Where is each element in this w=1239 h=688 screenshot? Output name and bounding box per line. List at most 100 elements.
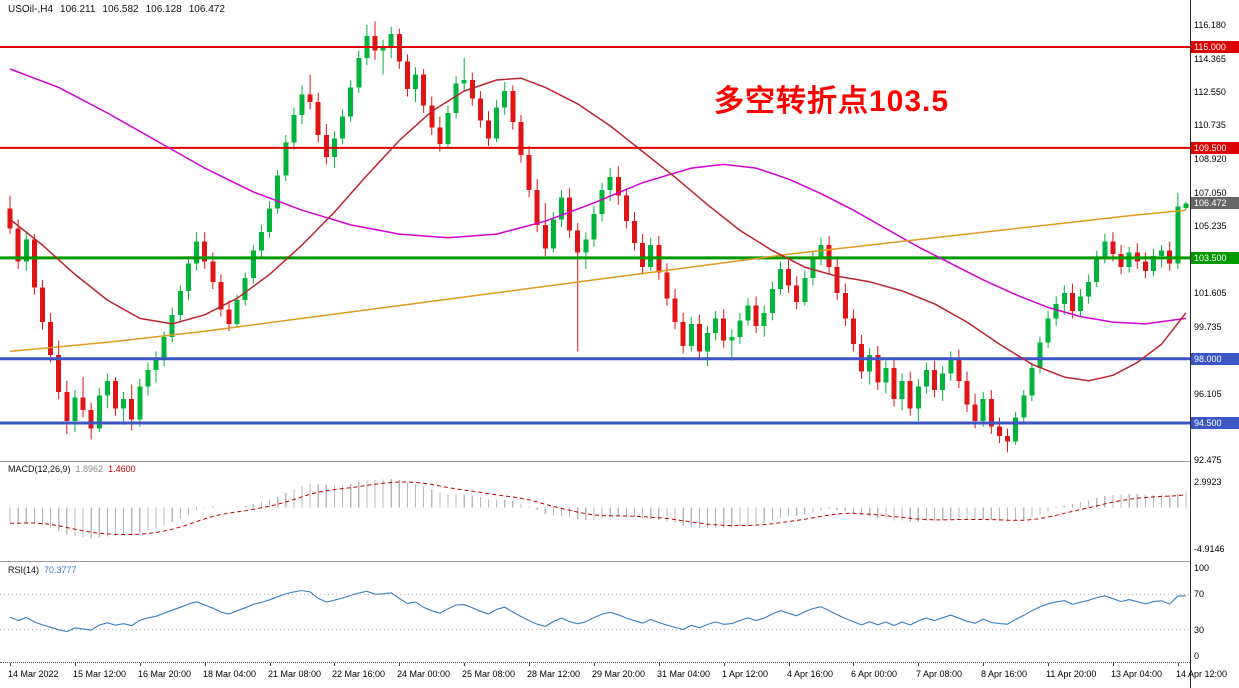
candle xyxy=(948,358,954,374)
candle xyxy=(907,380,913,409)
candle xyxy=(915,386,921,409)
time-axis[interactable]: 14 Mar 2022 15 Mar 12:00 16 Mar 20:00 18 Ma… xyxy=(0,662,1227,688)
candle xyxy=(696,323,702,352)
time-tick xyxy=(724,663,725,666)
time-axis-label: 24 Mar 00:00 xyxy=(397,669,451,679)
candle xyxy=(810,257,816,279)
candle xyxy=(1045,318,1051,343)
axis-tick-label: 101.605 xyxy=(1194,288,1227,298)
candle xyxy=(956,358,962,381)
chart-title: USOil-,H4 106.211 106.582 106.128 106.472 xyxy=(8,4,232,15)
macd-signal-line xyxy=(10,481,1186,535)
time-tick xyxy=(853,663,854,666)
pane-separator-macd xyxy=(0,461,1239,462)
candle xyxy=(88,410,94,429)
hlines-layer xyxy=(0,46,1190,425)
time-tick xyxy=(983,663,984,666)
candle xyxy=(1151,256,1157,271)
candle xyxy=(891,367,897,400)
candle xyxy=(567,197,573,231)
candle xyxy=(575,230,581,253)
candles-layer xyxy=(7,21,1189,453)
candle xyxy=(340,116,346,139)
price-tag: 115.000 xyxy=(1191,41,1239,53)
ma-crimson xyxy=(9,77,1187,382)
candle xyxy=(899,380,905,400)
candle xyxy=(96,395,102,429)
time-tick xyxy=(140,663,141,666)
candle xyxy=(988,399,994,427)
candle xyxy=(388,34,394,48)
axis-tick-label: 30 xyxy=(1194,625,1205,635)
candle xyxy=(550,219,556,249)
candle xyxy=(356,58,362,88)
chart-annotation: 多空转折点103.5 xyxy=(714,85,950,118)
axis-tick-label: 92.475 xyxy=(1194,455,1222,465)
macd-signal-value: 1.4600 xyxy=(108,464,136,474)
time-tick xyxy=(789,663,790,666)
candle xyxy=(56,355,62,392)
ma-orange xyxy=(10,209,1186,353)
candle xyxy=(275,175,281,209)
candle xyxy=(380,47,386,51)
axis-tick-label: 2.9923 xyxy=(1194,477,1222,487)
candle xyxy=(194,241,200,264)
candle xyxy=(867,355,873,372)
candle xyxy=(664,272,670,299)
candle xyxy=(307,94,313,103)
candle xyxy=(502,91,508,108)
time-tick xyxy=(10,663,11,666)
candle xyxy=(777,268,783,290)
candle xyxy=(461,80,467,84)
candle xyxy=(510,91,516,123)
candle xyxy=(112,380,118,409)
candle xyxy=(850,318,856,345)
candle xyxy=(713,318,719,334)
candle xyxy=(258,232,264,251)
time-axis-label: 4 Apr 16:00 xyxy=(787,669,834,679)
candle xyxy=(932,369,938,390)
candle xyxy=(559,197,565,220)
candle xyxy=(753,305,759,326)
candle xyxy=(688,323,694,346)
candle xyxy=(518,122,524,156)
candle xyxy=(826,245,832,268)
candle xyxy=(802,278,808,302)
candle xyxy=(542,224,548,249)
candle xyxy=(23,239,29,262)
candle xyxy=(721,318,727,341)
time-axis-label: 8 Apr 16:00 xyxy=(981,669,1028,679)
axis-tick-label: 112.550 xyxy=(1194,87,1226,97)
time-tick xyxy=(529,663,530,666)
time-axis-label: 22 Mar 16:00 xyxy=(332,669,386,679)
time-axis-label: 21 Mar 08:00 xyxy=(268,669,322,679)
axis-tick-label: 96.105 xyxy=(1194,389,1222,399)
candle xyxy=(445,113,451,145)
time-tick xyxy=(399,663,400,666)
candle xyxy=(48,322,54,356)
candle xyxy=(591,213,597,240)
candle xyxy=(834,267,840,293)
ohlc-low: 106.128 xyxy=(145,4,182,15)
chart-canvas[interactable] xyxy=(0,0,1190,662)
candle xyxy=(737,320,743,337)
candle xyxy=(7,208,13,229)
candle xyxy=(1183,203,1189,209)
rsi-value: 70.3777 xyxy=(44,565,77,575)
candle xyxy=(185,263,191,291)
time-axis-label: 6 Apr 00:00 xyxy=(851,669,898,679)
candle xyxy=(226,309,232,324)
candle xyxy=(964,380,970,405)
ohlc-open: 106.211 xyxy=(60,4,96,15)
candle xyxy=(315,102,321,136)
candle xyxy=(940,373,946,390)
axis-tick-label: 110.735 xyxy=(1194,120,1226,130)
candle xyxy=(704,333,710,352)
price-axis[interactable]: 116.180 114.365 112.550 110.735 108.920 107.0… xyxy=(1191,0,1239,688)
candle xyxy=(745,305,751,321)
candle xyxy=(680,322,686,346)
candle xyxy=(323,135,329,158)
candle xyxy=(794,285,800,302)
time-tick xyxy=(205,663,206,666)
axis-tick-label: 99.735 xyxy=(1194,322,1222,332)
